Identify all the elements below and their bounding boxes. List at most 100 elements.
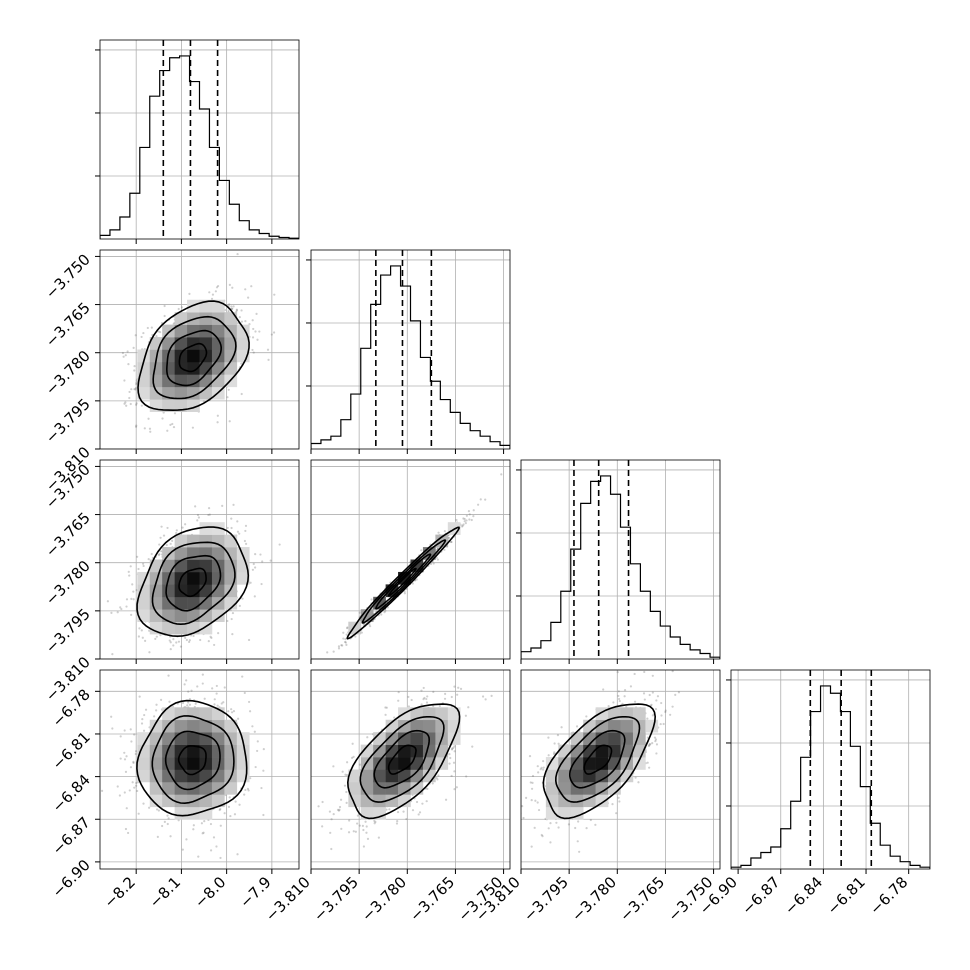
scatter-point-3-1-753 [396,810,400,814]
scatter-point-2-0-707 [241,597,244,600]
density-cell-2-0-5-2 [162,621,175,635]
scatter-point-2-0-12 [172,644,175,647]
density-cell-3-0-4-5 [149,794,163,808]
contour-3-2-1 [569,729,626,789]
scatter-point-3-1-312 [421,802,424,805]
density-cell-3-0-10-11 [224,719,238,733]
scatter-point-3-2-578 [529,781,532,784]
scatter-point-3-2-731 [677,691,681,694]
density-2-0 [137,522,250,635]
density-cell-2-0-5-8 [162,547,175,560]
density-cell-2-0-9-6 [211,571,225,585]
xtick-label-p2-2: −3.780 [568,873,620,925]
scatter-point-2-0-156 [175,531,178,535]
scatter-point-2-0-436 [197,516,200,519]
scatter-point-3-1-337 [453,685,456,688]
scatter-point-3-1-291 [410,698,413,702]
scatter-point-1-0-258 [228,283,231,286]
scatter-point-3-1-401 [385,706,388,709]
scatter-point-2-0-758 [226,526,229,530]
scatter-point-2-0-267 [130,597,133,600]
scatter-point-2-0-345 [140,629,143,632]
scatter-point-1-0-284 [133,365,136,368]
contour-3-1-1 [373,729,431,789]
scatter-point-3-2-876 [617,694,620,698]
scatter-point-3-1-153 [450,695,453,699]
scatter-point-2-0-370 [184,523,187,526]
scatter-point-3-2-99 [616,670,619,674]
histogram-p1 [311,265,510,449]
scatter-point-2-0-600 [254,553,257,556]
density-cell-3-2-5-10 [583,732,596,745]
scatter-point-2-0-846 [150,552,153,556]
scatter-point-3-0-130 [249,777,252,780]
scatter-point-2-1-661 [358,611,361,614]
scatter-point-2-1-356 [429,562,433,566]
scatter-point-3-2-875 [534,799,537,802]
density-cell-2-0-9-8 [211,547,225,560]
scatter-point-3-0-480 [166,814,169,817]
panel-2-1 [310,459,511,672]
scatter-point-3-0-826 [133,733,136,736]
contour-2-0-1 [165,554,222,612]
scatter-point-3-0-783 [230,708,233,711]
density-cell-2-0-7-4 [187,596,200,610]
scatter-point-3-0-659 [262,813,265,817]
density-cell-1-0-4-5 [149,374,163,388]
scatter-point-3-2-369 [648,693,651,697]
density-cell-1-0-5-5 [162,374,175,388]
scatter-point-3-0-320 [203,697,206,700]
scatter-point-3-1-822 [459,687,463,690]
scatter-point-3-0-522 [100,789,104,792]
scatter-point-2-0-592 [207,507,211,510]
scatter-point-1-0-689 [228,420,231,423]
scatter-point-1-0-543 [273,293,276,296]
contour-1-0-2 [152,315,237,400]
scatter-point-2-0-691 [160,659,162,661]
scatter-point-3-2-615 [530,787,534,790]
scatter-point-3-2-200 [659,722,662,726]
density-cell-3-2-6-5 [595,794,609,808]
scatter-point-1-0-382 [216,421,219,424]
density-cell-3-1-5-6 [373,781,386,795]
density-cell-2-0-8-10 [199,522,213,535]
density-cell-3-0-6-10 [174,732,188,745]
panel-frame-1-1 [310,249,511,450]
scatter-point-3-0-550 [212,836,216,839]
scatter-point-1-0-655 [140,335,143,339]
density-cell-3-0-8-7 [199,769,213,783]
scatter-point-1-0-240 [124,401,127,404]
scatter-point-1-0-116 [162,411,165,414]
scatter-point-1-0-363 [147,417,150,420]
scatter-point-1-0-557 [210,297,214,300]
scatter-point-1-0-599 [273,331,276,334]
scatter-point-1-0-894 [125,404,128,407]
density-cell-3-0-11-8 [236,757,250,770]
scatter-point-3-0-696 [229,814,232,818]
scatter-point-3-2-704 [647,744,650,747]
scatter-point-3-0-402 [167,817,170,820]
contour-3-0-3 [136,699,248,817]
scatter-point-3-2-657 [547,827,550,830]
scatter-point-3-0-518 [119,757,122,760]
scatter-point-2-0-191 [159,550,163,553]
scatter-point-3-0-302 [119,735,122,738]
scatter-point-3-2-618 [536,765,539,768]
scatter-point-1-0-605 [231,307,234,310]
scatter-point-3-0-810 [135,781,138,785]
scatter-point-3-0-125 [169,835,172,838]
scatter-point-2-0-630 [269,559,272,562]
scatter-point-2-1-667 [319,670,321,672]
scatter-point-3-1-316 [481,695,485,698]
density-cell-2-0-8-3 [199,609,213,622]
scatter-point-3-1-831 [453,788,456,791]
scatter-point-2-0-567 [259,553,262,556]
scatter-point-3-2-290 [528,755,532,758]
scatter-point-3-2-572 [664,709,667,712]
scatter-point-3-0-234 [211,687,214,690]
density-cell-2-0-6-8 [174,547,188,560]
density-cell-3-1-4-7 [360,769,374,783]
scatter-point-2-0-789 [249,581,252,584]
scatter-point-3-1-459 [352,755,355,758]
density-cell-3-1-3-6 [348,781,362,795]
